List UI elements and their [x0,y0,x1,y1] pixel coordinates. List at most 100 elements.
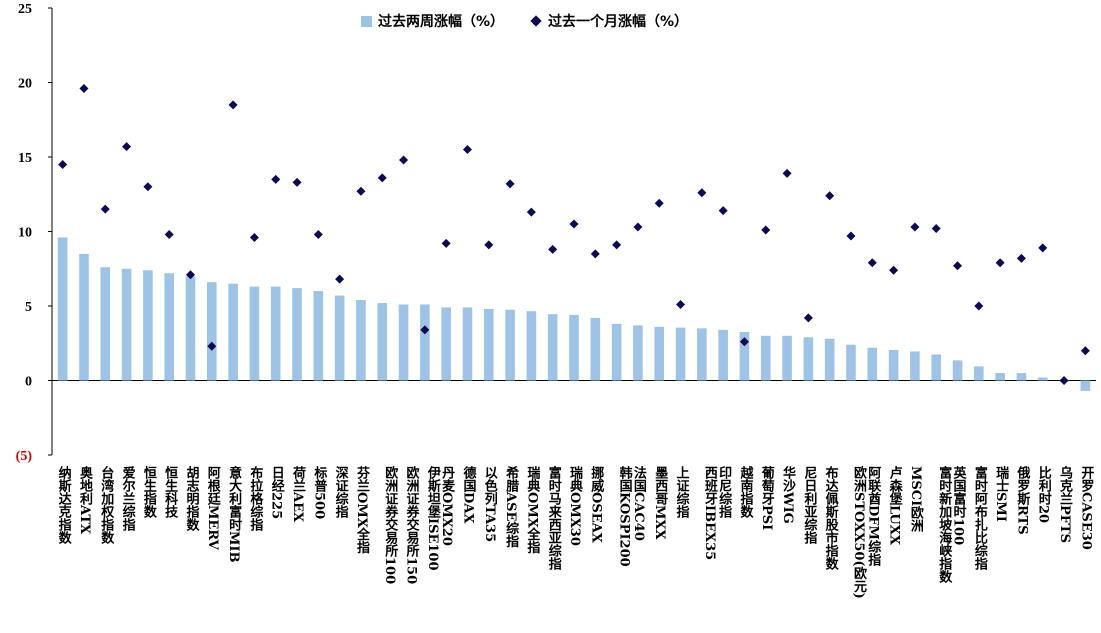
x-tick-label: 纳斯达克指数 [55,466,71,544]
x-tick-label: 恒生指数 [140,466,156,518]
x-tick-label: 丹麦OMX20 [439,466,455,546]
bar-two-week [292,288,302,381]
x-tick-label: 恒生科技 [162,466,178,518]
bar-two-week [143,270,153,381]
marker-one-month [590,249,600,259]
legend-label-one-month: 过去一个月涨幅（%） [548,14,689,30]
marker-one-month [1059,376,1069,385]
bar-two-week [100,267,111,381]
x-tick-label: 乌克兰PFTS [1057,466,1073,544]
x-tick-label: 卢森堡LUXX [886,466,902,545]
y-tick-label: 10 [18,226,32,241]
marker-one-month [399,155,409,165]
bar-two-week [462,307,473,381]
x-tick-label: 胡志明指数 [183,466,199,531]
marker-one-month [633,222,643,232]
y-tick-label: 0 [25,375,32,390]
legend-diamond-swatch [530,15,542,27]
x-tick-label: 比利时20 [1035,466,1051,524]
bar-two-week [803,337,814,381]
marker-one-month [782,168,792,178]
marker-one-month [676,300,686,310]
marker-one-month [931,224,941,234]
bar-two-week [846,344,856,381]
x-tick-label: 西班牙IBEX35 [701,466,717,561]
bar-two-week [334,295,345,381]
legend-item-two-week: 过去两周涨幅（%） [361,11,504,31]
marker-series [58,83,1090,385]
bar-two-week [697,328,707,381]
bar-two-week [995,373,1005,381]
bar-two-week [718,329,728,381]
x-tick-label: 荷兰AEX [290,466,306,523]
marker-one-month [505,179,515,189]
bar-two-week [867,347,878,381]
marker-one-month [377,173,387,183]
x-tick-label: 日经225 [268,466,284,520]
marker-one-month [697,188,707,198]
marker-one-month [143,182,153,192]
marker-one-month [100,204,110,214]
x-tick-label: 布拉格综指 [247,466,263,531]
x-tick-label: 富时马来西亚综指 [545,466,561,570]
legend: 过去两周涨幅（%） 过去一个月涨幅（%） [361,11,714,31]
bar-two-week [57,237,68,381]
marker-one-month [761,225,771,235]
marker-one-month [79,83,89,93]
x-tick-label: 印尼综指 [716,466,732,518]
bar-two-week [1080,380,1091,391]
marker-one-month [356,186,366,196]
bar-two-week [974,366,984,381]
bar-two-week [185,276,196,381]
x-tick-label: 瑞士SMI [993,466,1009,522]
x-tick-label: 芬兰OMX全指 [353,466,369,554]
marker-one-month [207,341,217,351]
x-tick-label: 上证综指 [673,466,689,518]
marker-one-month [441,238,451,248]
x-tick-label: 欧洲证券交易所150 [403,466,419,585]
marker-one-month [1016,253,1026,263]
bar-two-week [377,303,388,381]
x-tick-label: 尼日利亚综指 [801,466,817,544]
bar-two-week [398,304,409,381]
marker-one-month [612,240,622,250]
bar-two-week [505,309,515,381]
legend-label-two-week: 过去两周涨幅（%） [378,14,505,30]
marker-one-month [739,337,749,347]
x-tick-label: 墨西哥MXX [652,466,668,540]
x-tick-label: 葡萄牙PSI [758,466,774,531]
marker-one-month [548,244,558,254]
x-tick-label: 瑞典OMX全指 [524,466,540,554]
bar-two-week [739,332,750,381]
marker-one-month [58,159,68,169]
y-tick-label: 5 [25,300,32,315]
x-tick-label: 意大利富时MIB [226,466,242,563]
x-tick-label: 以色列TA35 [481,466,497,543]
x-tick-label: 俄罗斯RTS [1014,466,1030,535]
marker-one-month [313,229,323,239]
marker-one-month [995,258,1005,268]
x-tick-label: 布达佩斯股市指数 [822,466,838,570]
bar-two-week [952,360,963,381]
y-tick-label: 20 [18,77,32,92]
bar-two-week [888,349,899,381]
bar-two-week [569,314,579,381]
x-tick-label: 爱尔兰综指 [119,466,135,531]
marker-one-month [484,240,494,250]
marker-one-month [910,222,920,232]
marker-one-month [569,219,579,229]
bar-two-week [526,311,537,381]
marker-one-month [271,174,281,184]
x-tick-label: 富时阿布扎比综指 [971,466,987,570]
marker-one-month [974,301,984,311]
bar-two-week [483,308,494,381]
bar-two-week [121,268,132,381]
marker-one-month [889,265,899,275]
x-tick-label: 台湾加权指数 [98,466,114,544]
x-tick-label: 富时新加坡海峡指数 [936,466,952,583]
x-tick-label: 伊斯坦堡ISE100 [424,466,440,571]
marker-one-month [249,232,259,242]
marker-one-month [335,274,345,284]
x-tick-label: 英国富时100 [950,466,966,546]
